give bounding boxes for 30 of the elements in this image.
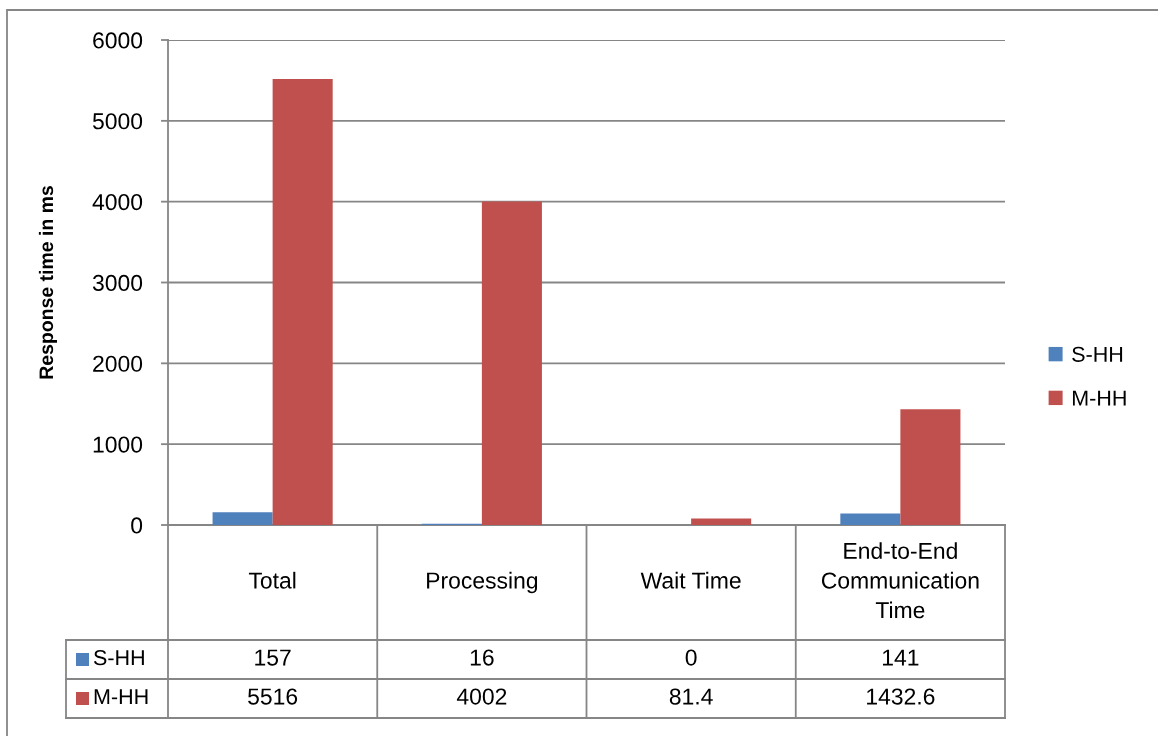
x-tick-label: Total	[248, 571, 296, 589]
y-tick-label: 5000	[92, 113, 143, 130]
legend-label: S-HH	[93, 650, 144, 666]
text: M-HH	[94, 689, 148, 705]
data-label: 0	[685, 649, 697, 666]
y-tick-label: 4000	[92, 193, 143, 211]
y-axis-title: Response time in ms	[38, 186, 57, 379]
y-tick-label: 2000	[93, 355, 143, 372]
y-tick-label: 0	[131, 517, 143, 534]
bar	[481, 201, 542, 525]
x-tick-label: End-to-End Communication Time	[821, 542, 979, 619]
bar	[900, 409, 961, 525]
data-label: 16	[470, 649, 494, 666]
x-tick-label: Wait Time	[640, 571, 741, 589]
data-label: 5516	[248, 688, 298, 705]
bar	[212, 512, 273, 525]
y-tick-label: 6000	[93, 32, 143, 49]
data-label: 141	[883, 649, 919, 666]
text: S-HH	[1072, 346, 1123, 362]
legend-label: M-HH	[1072, 390, 1126, 406]
data-label: 81.4	[669, 688, 713, 705]
y-tick-label: 1000	[93, 436, 143, 453]
y-tick-label: 3000	[92, 274, 143, 292]
data-label: 1432.6	[867, 688, 935, 705]
bar	[272, 79, 333, 525]
x-tick-label: Processing	[427, 571, 538, 594]
bar	[840, 513, 901, 525]
bar	[691, 518, 752, 525]
data-label: 4002	[456, 688, 507, 705]
data-label: 157	[255, 649, 291, 666]
